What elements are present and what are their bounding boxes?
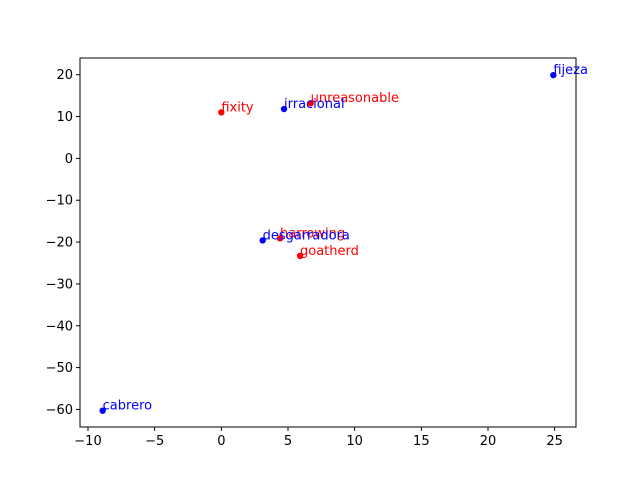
point-marker — [99, 407, 106, 414]
data-point-cabrero: cabrero — [99, 399, 152, 414]
x-tick-label: −5 — [145, 434, 164, 449]
y-tick-label: 0 — [65, 152, 73, 167]
point-marker — [218, 109, 225, 116]
y-tick-label: −50 — [46, 361, 73, 376]
data-point-fixity: fixity — [218, 100, 254, 116]
data-point-unreasonable: unreasonable — [307, 91, 399, 107]
x-tick-label: 10 — [346, 434, 363, 449]
point-marker — [276, 235, 284, 242]
point-label: desgarradora — [263, 228, 350, 243]
point-label: fixity — [221, 100, 254, 115]
plot-frame — [79, 57, 577, 428]
point-label: unreasonable — [311, 91, 399, 106]
x-tick-label: −10 — [74, 434, 101, 449]
point-label: harrowing — [280, 226, 345, 241]
x-tick-label: 0 — [217, 434, 225, 449]
x-tick-label: 15 — [413, 434, 430, 449]
point-marker — [280, 105, 288, 113]
y-tick-label: 20 — [56, 68, 73, 83]
x-axis: −10 −5 0 5 10 15 20 25 — [74, 427, 563, 449]
point-marker — [550, 71, 557, 79]
y-tick-label: 10 — [56, 110, 73, 125]
y-tick-label: −10 — [46, 194, 73, 209]
y-tick-label: −40 — [46, 319, 73, 334]
data-point-harrowing: harrowing — [276, 226, 345, 242]
data-point-desgarradora: desgarradora — [259, 228, 350, 244]
y-tick-label: −30 — [46, 277, 73, 292]
point-label: fijeza — [553, 63, 588, 78]
data-point-goatherd: goatherd — [296, 244, 359, 260]
data-point-fijeza: fijeza — [550, 63, 588, 79]
y-tick-label: −20 — [46, 236, 73, 251]
x-tick-label: 20 — [480, 434, 497, 449]
x-tick-label: 25 — [546, 434, 563, 449]
point-label: goatherd — [300, 244, 359, 259]
y-axis: −60 −50 −40 −30 −20 −10 0 10 20 — [46, 68, 80, 418]
x-tick-label: 5 — [284, 434, 292, 449]
point-label: cabrero — [103, 399, 152, 414]
data-point-irracional: irracional — [280, 97, 345, 113]
y-tick-label: −60 — [46, 403, 73, 418]
point-marker — [259, 237, 266, 244]
point-label: irracional — [284, 97, 345, 112]
point-marker — [296, 252, 304, 260]
point-marker — [307, 99, 314, 107]
